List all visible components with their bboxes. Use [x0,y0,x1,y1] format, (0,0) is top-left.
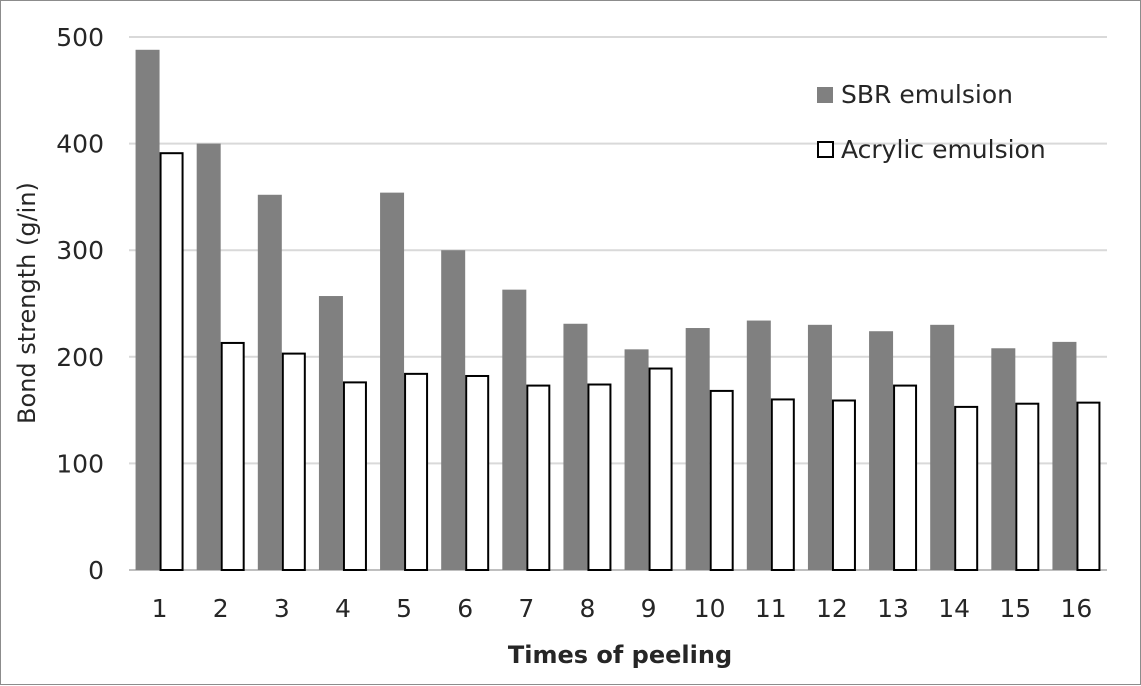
x-tick-label: 11 [755,594,787,623]
bar-acrylic-emulsion [465,374,490,571]
bar-sbr-emulsion [746,320,771,570]
x-axis-ticks: 1 2 3 4 5 6 7 8 9 10 11 12 13 14 15 16 [152,594,1093,623]
bar-acrylic-emulsion [831,399,856,572]
x-axis-label: Times of peeling [508,641,732,669]
bar-acrylic-emulsion [770,398,795,571]
bar-acrylic-emulsion [159,152,184,571]
x-tick-label: 8 [579,594,595,623]
y-tick-label: 500 [56,23,104,52]
bar-sbr-emulsion [257,194,282,570]
x-tick-label: 5 [396,594,412,623]
x-tick-label: 1 [152,594,168,623]
bar-sbr-emulsion [196,143,221,570]
legend-swatch-sbr [817,87,833,103]
legend-swatch-acrylic [817,141,834,158]
bar-acrylic-emulsion [954,405,979,572]
bar-acrylic-emulsion [587,383,612,571]
bar-sbr-emulsion [624,349,649,570]
legend: SBR emulsion Acrylic emulsion [817,80,1046,164]
x-tick-label: 10 [694,594,726,623]
bar-sbr-emulsion [318,296,343,570]
bar-acrylic-emulsion [342,381,367,571]
bar-sbr-emulsion [441,250,466,570]
x-tick-label: 7 [518,594,534,623]
bar-sbr-emulsion [502,289,527,570]
bar-sbr-emulsion [991,348,1016,570]
x-tick-label: 3 [274,594,290,623]
bar-acrylic-emulsion [281,352,306,571]
x-tick-label: 4 [335,594,351,623]
y-axis-label: Bond strength (g/in) [13,182,41,424]
bar-sbr-emulsion [930,324,955,570]
x-tick-label: 2 [213,594,229,623]
bar-sbr-emulsion [807,324,832,570]
bar-acrylic-emulsion [709,389,734,571]
bar-acrylic-emulsion [1015,402,1040,572]
bars [135,49,1101,572]
x-tick-label: 9 [641,594,657,623]
bar-acrylic-emulsion [220,341,245,571]
x-tick-label: 6 [457,594,473,623]
x-tick-label: 12 [816,594,848,623]
x-tick-label: 14 [938,594,970,623]
y-tick-label: 200 [56,343,104,372]
y-tick-label: 100 [56,449,104,478]
y-tick-label: 400 [56,130,104,159]
bar-acrylic-emulsion [893,384,918,571]
x-tick-label: 15 [999,594,1031,623]
y-axis-ticks: 0 100 200 300 400 500 [56,23,104,585]
y-tick-label: 300 [56,236,104,265]
bar-sbr-emulsion [685,328,710,570]
x-tick-label: 16 [1061,594,1093,623]
bar-sbr-emulsion [135,49,160,571]
bar-sbr-emulsion [869,331,894,570]
bar-acrylic-emulsion [404,372,429,571]
bar-sbr-emulsion [1052,341,1077,570]
y-tick-label: 0 [88,556,104,585]
bar-acrylic-emulsion [648,367,673,571]
bar-acrylic-emulsion [526,384,551,571]
bar-sbr-emulsion [380,192,405,571]
bar-acrylic-emulsion [1076,401,1101,571]
legend-label-acrylic: Acrylic emulsion [841,135,1046,164]
x-tick-label: 13 [877,594,909,623]
bar-sbr-emulsion [563,323,588,570]
legend-label-sbr: SBR emulsion [841,80,1013,109]
